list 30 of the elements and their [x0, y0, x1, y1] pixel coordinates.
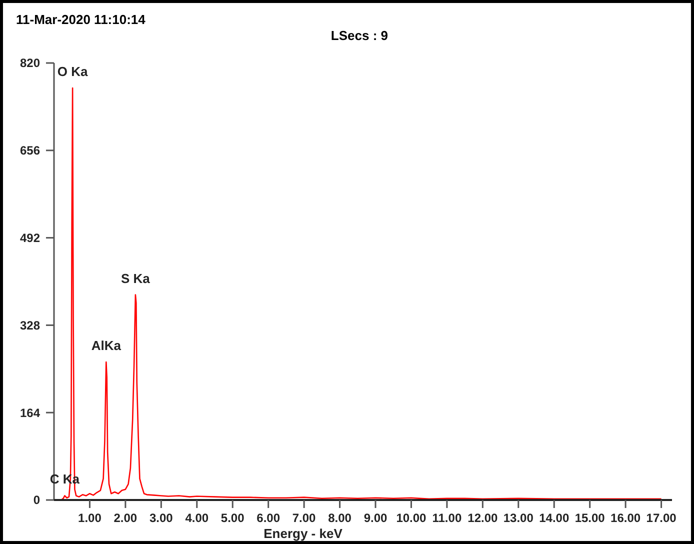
x-tick-label: 8.00 [328, 511, 352, 525]
x-tick-label: 13.00 [503, 511, 534, 525]
x-tick-label: 11.00 [432, 511, 462, 525]
annotation: O Ka [57, 64, 89, 80]
y-tick-label: 328 [20, 318, 40, 332]
x-tick-label: 3.00 [149, 511, 174, 525]
y-tick-label: 656 [20, 144, 40, 158]
x-tick-label: 7.00 [292, 511, 316, 525]
y-tick-label: 492 [20, 231, 40, 245]
y-tick-label: 0 [33, 493, 40, 508]
x-tick-label: 5.00 [220, 511, 245, 525]
x-tick-label: 2.00 [114, 511, 138, 525]
x-tick-label: 15.00 [574, 511, 606, 525]
x-tick-label: 12.00 [468, 511, 498, 525]
x-axis-title: Energy - keV [264, 526, 343, 541]
x-tick-label: 6.00 [256, 511, 280, 525]
x-tick-label: 14.00 [539, 511, 570, 525]
annotation: S Ka [120, 270, 151, 286]
chart-title: 11-Mar-2020 11:10:14 [16, 12, 146, 27]
line-series [60, 87, 662, 501]
x-tick-label: 10.00 [396, 511, 427, 525]
x-tick-label: 1.00 [78, 511, 102, 525]
x-tick-label: 17.00 [646, 511, 677, 525]
x-tick-label: 9.00 [364, 511, 388, 525]
x-tick-label: 4.00 [185, 511, 209, 525]
chart-subtitle: LSecs : 9 [330, 28, 388, 43]
y-tick-label: 164 [20, 406, 40, 420]
y-tick-label: 820 [20, 56, 40, 70]
x-tick-label: 16.00 [610, 511, 641, 525]
annotation: AlKa [91, 338, 122, 353]
